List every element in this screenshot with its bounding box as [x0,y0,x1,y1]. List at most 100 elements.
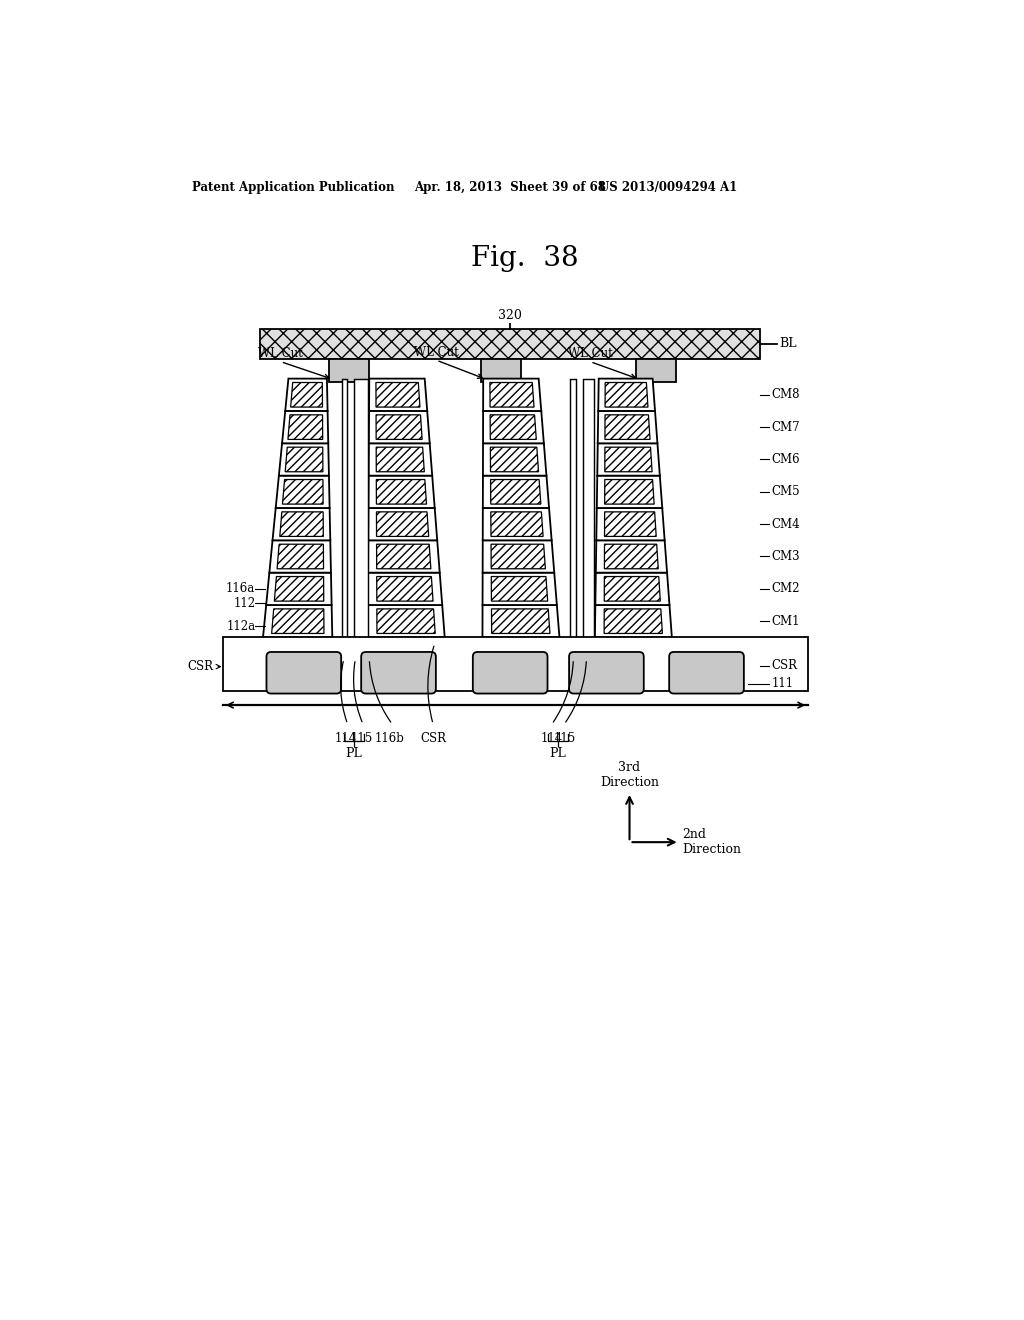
Bar [330,359,370,381]
Text: PL: PL [345,747,362,760]
Polygon shape [369,475,435,508]
Polygon shape [595,573,670,605]
Bar [583,379,594,659]
Text: Apr. 18, 2013  Sheet 39 of 68: Apr. 18, 2013 Sheet 39 of 68 [414,181,606,194]
Text: WL Cut: WL Cut [258,347,303,360]
Bar [223,638,808,692]
Bar [260,330,761,359]
Polygon shape [482,605,559,638]
Polygon shape [597,444,659,475]
Text: Fig.  38: Fig. 38 [471,246,579,272]
Text: CM5: CM5 [771,486,800,499]
Text: 116a: 116a [226,582,255,595]
Polygon shape [376,447,424,471]
Polygon shape [377,544,431,569]
Text: WL Cut: WL Cut [568,347,612,360]
Polygon shape [482,508,552,540]
Polygon shape [596,540,667,573]
Polygon shape [368,573,442,605]
Text: CM6: CM6 [771,453,800,466]
Polygon shape [376,414,422,440]
Polygon shape [271,609,324,634]
Polygon shape [282,411,329,444]
Polygon shape [369,508,437,540]
Polygon shape [595,605,672,638]
Polygon shape [604,544,658,569]
Polygon shape [283,479,324,504]
Text: 115: 115 [554,733,575,744]
Polygon shape [377,512,429,536]
Polygon shape [275,475,330,508]
Polygon shape [368,605,444,638]
Text: 3rd
Direction: 3rd Direction [600,762,659,789]
Polygon shape [377,609,435,634]
Bar [354,379,368,659]
Polygon shape [369,444,432,475]
Bar [570,379,575,659]
Polygon shape [604,512,656,536]
Text: US 2013/0094294 A1: US 2013/0094294 A1 [599,181,737,194]
Polygon shape [492,609,550,634]
Polygon shape [288,414,323,440]
Polygon shape [489,383,534,407]
Polygon shape [269,540,331,573]
Text: Patent Application Publication: Patent Application Publication [193,181,394,194]
Text: 114: 114 [335,733,357,744]
Bar [260,330,761,359]
Polygon shape [605,447,652,471]
Text: WL Cut: WL Cut [414,346,459,359]
Polygon shape [482,573,557,605]
Polygon shape [604,577,660,601]
Text: 115: 115 [350,733,373,744]
Polygon shape [604,479,654,504]
Polygon shape [280,512,324,536]
Polygon shape [272,508,331,540]
Polygon shape [291,383,323,407]
FancyBboxPatch shape [569,652,644,693]
Text: 116b: 116b [375,733,404,744]
Polygon shape [286,379,328,411]
Polygon shape [377,577,433,601]
Polygon shape [483,475,549,508]
Text: CM7: CM7 [771,421,800,434]
Bar [636,359,676,381]
Polygon shape [483,444,547,475]
Polygon shape [490,512,543,536]
Bar [342,379,347,659]
Text: 320: 320 [499,309,522,322]
Polygon shape [490,447,539,471]
Polygon shape [596,508,665,540]
Polygon shape [604,609,663,634]
Text: PL: PL [550,747,566,760]
Text: CSR: CSR [771,659,798,672]
Polygon shape [368,540,439,573]
Text: 112a: 112a [226,619,255,632]
Polygon shape [377,479,427,504]
Text: 114: 114 [541,733,563,744]
Text: CM8: CM8 [771,388,800,401]
Text: CM3: CM3 [771,550,800,564]
Text: 112: 112 [233,597,255,610]
FancyBboxPatch shape [361,652,436,693]
Text: CSR: CSR [420,733,446,744]
Polygon shape [266,573,332,605]
Polygon shape [274,577,324,601]
Polygon shape [605,414,650,440]
Text: CM4: CM4 [771,517,800,531]
Polygon shape [286,447,323,471]
Polygon shape [490,414,537,440]
Polygon shape [376,383,420,407]
Polygon shape [263,605,333,638]
Polygon shape [598,411,657,444]
Bar [481,359,521,381]
Text: CSR: CSR [187,660,214,673]
Polygon shape [279,444,329,475]
Polygon shape [492,577,548,601]
Polygon shape [369,411,430,444]
Text: 2nd
Direction: 2nd Direction [683,828,741,857]
Polygon shape [482,540,554,573]
Polygon shape [369,379,427,411]
FancyBboxPatch shape [669,652,743,693]
Polygon shape [483,379,542,411]
FancyBboxPatch shape [266,652,341,693]
